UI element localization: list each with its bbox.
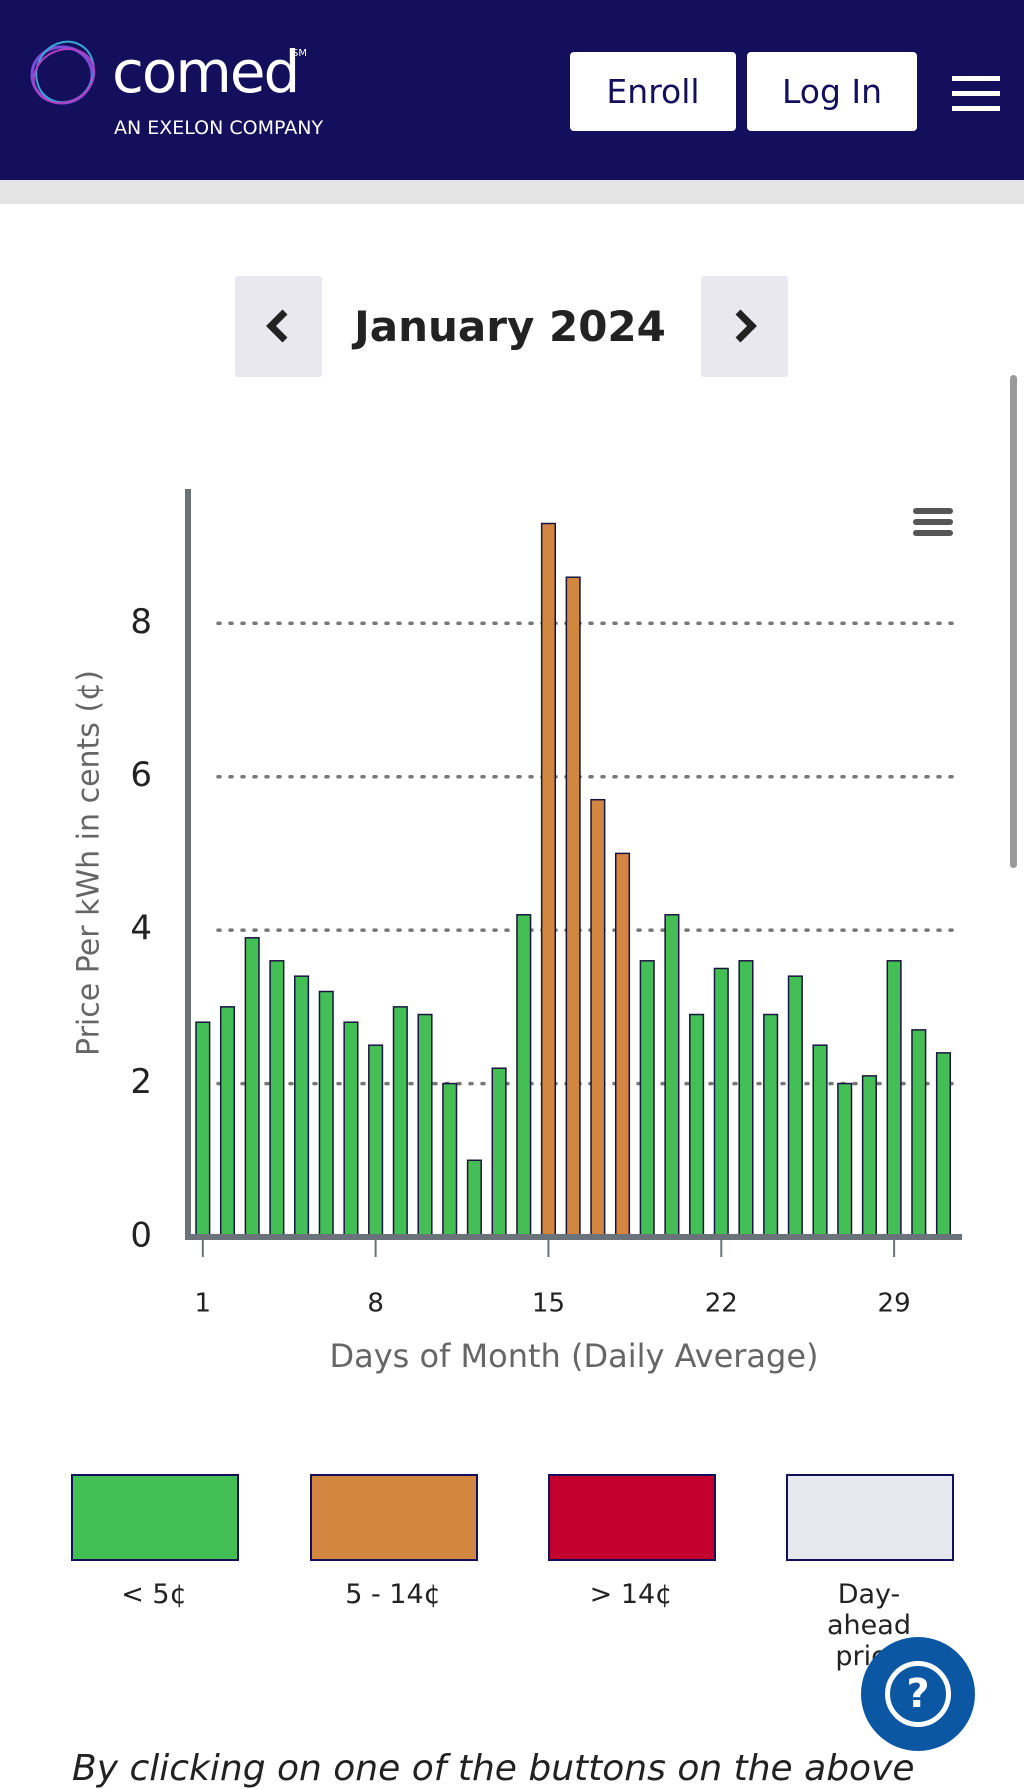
legend-label: < 5¢ [121,1579,187,1610]
x-tick-label: 1 [195,1289,212,1319]
bar [861,1075,877,1238]
bar [713,967,729,1238]
y-tick-label: 8 [130,602,152,642]
bar [219,1006,236,1238]
bar [689,1013,705,1238]
bar [417,1013,433,1238]
next-month-button[interactable] [701,276,788,377]
bar [837,1082,853,1238]
logo: comed [112,38,300,106]
bar [516,914,532,1238]
footer-text: By clicking on one of the buttons on the… [72,1748,915,1789]
bar [540,522,557,1238]
bar [886,960,902,1238]
y-axis-title: Price Per kWh in cents (¢) [72,670,107,1056]
bar [812,1044,828,1238]
menu-button[interactable] [952,76,1002,112]
tagline: AN EXELON COMPANY [114,117,324,139]
chart-title: January 2024 [354,302,666,351]
legend-item: < 5¢ [71,1474,239,1610]
y-tick-label: 6 [130,755,152,795]
y-tick-label: 2 [130,1062,152,1102]
logo-mark: SM [292,48,307,59]
x-tick-label: 8 [367,1289,384,1319]
enroll-button[interactable]: Enroll [570,52,736,131]
bar [935,1052,952,1238]
bar [491,1067,507,1238]
chart: Price Per kWh in cents (¢) Days of Month… [72,489,962,1375]
bar [343,1021,359,1238]
bar [639,960,655,1238]
y-tick-label: 4 [130,909,152,949]
legend-swatch [548,1474,716,1561]
legend-label: > 14¢ [589,1579,673,1610]
bar [318,990,334,1238]
help-icon: ? [885,1661,951,1727]
x-axis-title: Days of Month (Daily Average) [329,1337,818,1375]
bar [911,1029,927,1238]
header: comed SM AN EXELON COMPANY Enroll Log In [0,0,1024,180]
login-button[interactable]: Log In [747,52,917,131]
bar [466,1159,482,1238]
bar [738,960,754,1238]
bar [392,1006,408,1238]
bar [442,1082,458,1238]
x-tick-label: 22 [705,1289,738,1319]
bar [614,852,631,1238]
bar [664,914,680,1238]
bar [787,975,803,1238]
divider [0,180,1024,204]
bar [368,1044,384,1238]
legend-label: 5 - 14¢ [345,1579,441,1610]
bar [244,937,260,1238]
bar [590,798,606,1238]
bar [565,576,581,1238]
x-tick-label: 29 [878,1289,911,1319]
bar [294,975,310,1238]
chart-menu[interactable] [913,508,953,536]
logo-icon [30,40,96,105]
legend-swatch [310,1474,478,1561]
legend-item: 5 - 14¢ [310,1474,478,1610]
legend-swatch [786,1474,954,1561]
x-tick-label: 15 [532,1289,565,1319]
bar [269,960,285,1238]
y-tick-label: 0 [130,1216,152,1256]
help-button[interactable]: ? [861,1637,975,1751]
bar [763,1013,779,1238]
bar [195,1021,211,1238]
prev-month-button[interactable] [235,276,322,377]
scrollbar [1010,375,1017,868]
legend-swatch [71,1474,239,1561]
legend-item: > 14¢ [548,1474,716,1610]
